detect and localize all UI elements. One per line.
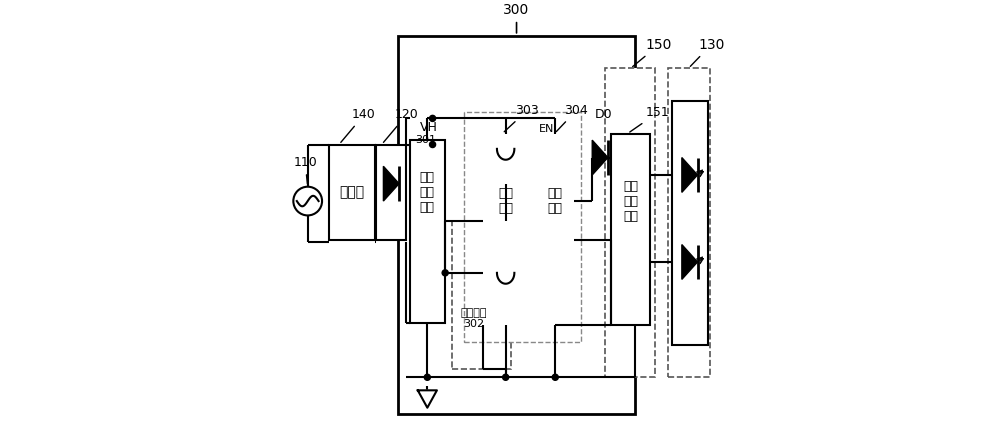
Text: D0: D0 — [595, 108, 612, 120]
Bar — [398, 36, 635, 414]
Bar — [483, 133, 528, 325]
Polygon shape — [383, 166, 399, 201]
Text: 调光器: 调光器 — [340, 185, 365, 199]
Circle shape — [442, 270, 448, 276]
Text: 旁路
模块: 旁路 模块 — [498, 187, 513, 215]
Text: 140: 140 — [341, 109, 376, 143]
Polygon shape — [418, 390, 437, 408]
Bar — [672, 101, 708, 344]
Text: 150: 150 — [633, 38, 672, 67]
Text: VH: VH — [420, 121, 437, 133]
Text: 功率
转换
模块: 功率 转换 模块 — [623, 180, 638, 222]
Text: 304: 304 — [556, 104, 588, 132]
Bar — [329, 144, 375, 240]
Circle shape — [503, 374, 509, 380]
Polygon shape — [682, 157, 698, 192]
Bar — [410, 140, 445, 323]
Text: 151: 151 — [630, 106, 669, 132]
Text: 120: 120 — [383, 109, 418, 143]
Polygon shape — [682, 245, 698, 279]
Text: EN: EN — [539, 124, 555, 134]
Bar — [376, 144, 406, 240]
Text: 303: 303 — [504, 104, 539, 132]
Text: 300: 300 — [503, 3, 530, 33]
Polygon shape — [592, 140, 608, 175]
Bar — [537, 133, 574, 325]
Text: 130: 130 — [690, 38, 724, 66]
Bar — [452, 221, 511, 368]
Text: 漏电
保护
电路: 漏电 保护 电路 — [420, 171, 435, 214]
Circle shape — [430, 116, 436, 122]
Text: 110: 110 — [293, 156, 317, 184]
Bar — [464, 112, 581, 342]
Circle shape — [424, 374, 430, 380]
Bar — [668, 68, 710, 377]
Text: 调光电路
302: 调光电路 302 — [461, 308, 487, 329]
Bar — [611, 133, 650, 325]
Text: 调光
模块: 调光 模块 — [548, 187, 563, 215]
Circle shape — [430, 141, 436, 147]
Bar — [605, 68, 655, 377]
Text: 301: 301 — [416, 135, 437, 145]
Circle shape — [552, 374, 558, 380]
